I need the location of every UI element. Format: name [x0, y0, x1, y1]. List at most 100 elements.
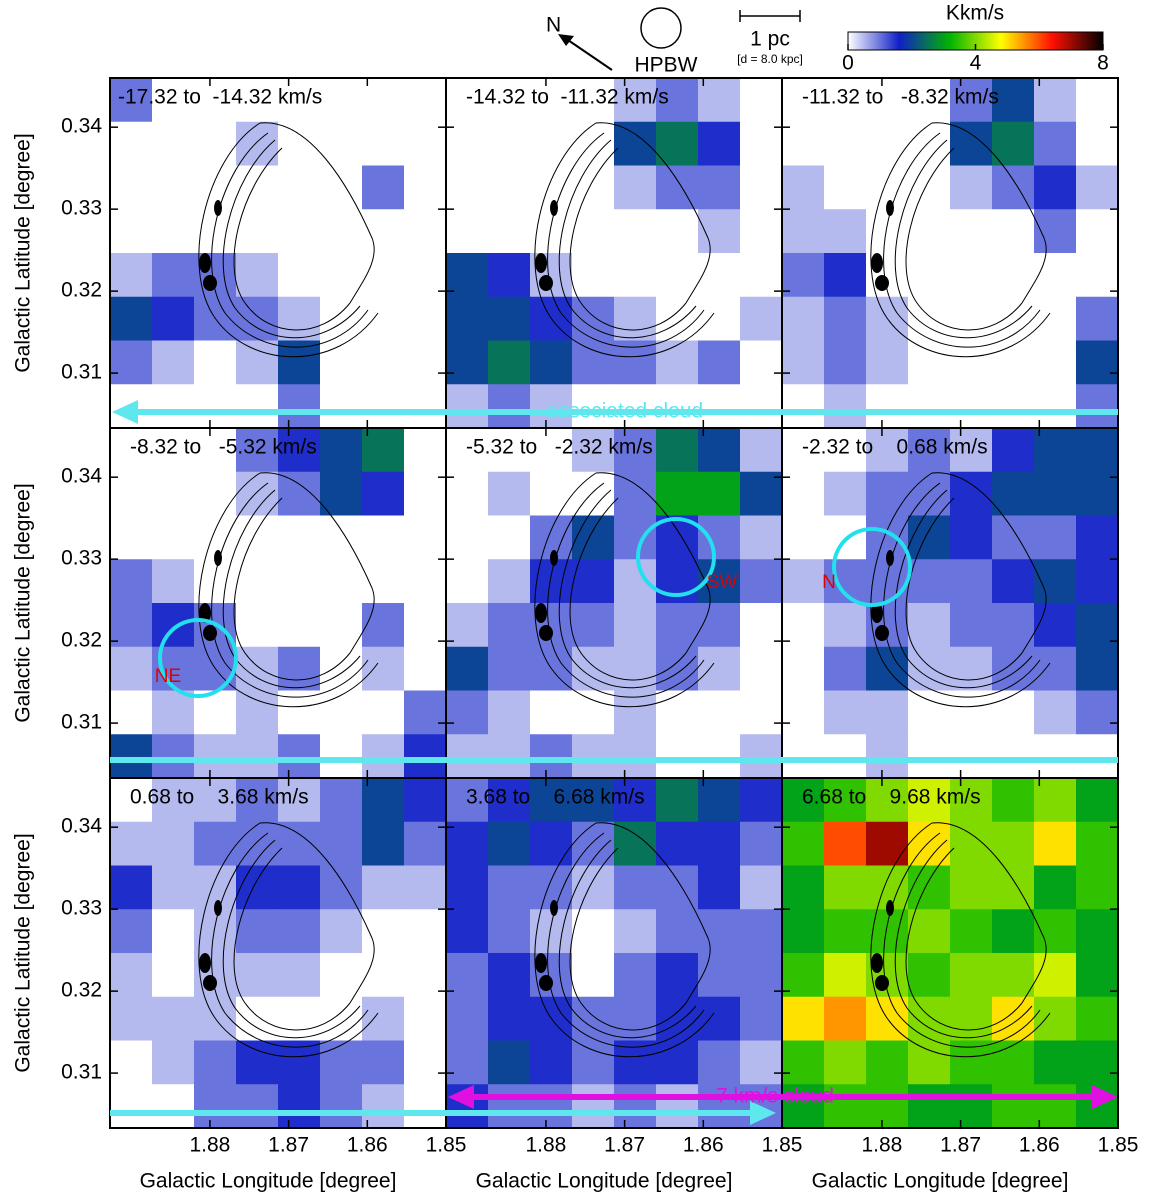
map-cell — [1076, 996, 1119, 1041]
map-cell — [656, 734, 699, 779]
map-cell — [908, 384, 951, 429]
map-cell — [320, 471, 363, 516]
map-cell — [656, 1084, 699, 1129]
map-cell — [824, 1084, 867, 1129]
map-cell — [740, 471, 783, 516]
map-cell — [362, 384, 405, 429]
map-cell — [404, 515, 447, 560]
map-cell — [446, 209, 489, 254]
map-cell — [782, 296, 825, 341]
map-cell — [1034, 953, 1077, 998]
map-cell — [824, 384, 867, 429]
map-cell — [908, 559, 951, 604]
y-tick-label: 0.34 — [61, 465, 102, 488]
map-cell — [362, 1084, 405, 1129]
map-cell — [404, 909, 447, 954]
map-cell — [782, 778, 825, 823]
y-axis-label: Galactic Latitude [degree] — [12, 133, 35, 372]
map-cell — [1076, 121, 1119, 166]
map-cell — [1034, 646, 1077, 691]
map-cell — [950, 1084, 993, 1129]
map-cell — [278, 778, 321, 823]
map-cell — [950, 253, 993, 298]
map-cell — [362, 121, 405, 166]
map-cell — [656, 296, 699, 341]
map-cell — [236, 1084, 279, 1129]
map-cell — [992, 78, 1035, 123]
map-cell — [740, 515, 783, 560]
map-cell — [278, 1040, 321, 1085]
map-cell — [782, 515, 825, 560]
map-cell — [614, 428, 657, 473]
map-cell — [866, 821, 909, 866]
map-cell — [740, 909, 783, 954]
map-cell — [1076, 603, 1119, 648]
map-cell — [614, 559, 657, 604]
map-cell — [236, 384, 279, 429]
map-cell — [698, 384, 741, 429]
map-cell — [446, 296, 489, 341]
map-cell — [1034, 778, 1077, 823]
map-cell — [1076, 734, 1119, 779]
map-cell — [236, 165, 279, 210]
map-cell — [992, 778, 1035, 823]
map-cell — [488, 515, 531, 560]
map-cell — [110, 909, 153, 954]
map-cell — [488, 690, 531, 735]
panel-title: -2.32 to 0.68 km/s — [802, 436, 988, 459]
map-cell — [614, 253, 657, 298]
map-cell — [110, 953, 153, 998]
map-cell — [824, 428, 867, 473]
map-cell — [614, 953, 657, 998]
map-cell — [1034, 209, 1077, 254]
map-cell — [530, 340, 573, 385]
map-cell — [530, 471, 573, 516]
map-cell — [152, 253, 195, 298]
map-cell — [152, 603, 195, 648]
map-cell — [740, 428, 783, 473]
map-cell — [278, 865, 321, 910]
map-cell — [404, 340, 447, 385]
map-cell — [656, 1040, 699, 1085]
map-cell — [152, 515, 195, 560]
map-cell — [1034, 1084, 1077, 1129]
region-circle — [832, 527, 912, 607]
map-cell — [362, 953, 405, 998]
map-cell — [656, 165, 699, 210]
map-cell — [572, 515, 615, 560]
map-cell — [614, 209, 657, 254]
map-cell — [992, 646, 1035, 691]
map-cell — [698, 1040, 741, 1085]
map-cell — [152, 428, 195, 473]
map-cell — [572, 165, 615, 210]
north-arrow — [564, 37, 613, 71]
map-cell — [278, 953, 321, 998]
map-cell — [1034, 428, 1077, 473]
x-axis-label: Galactic Longitude [degree] — [812, 1170, 1069, 1193]
map-cell — [782, 821, 825, 866]
map-cell — [908, 515, 951, 560]
map-cell — [530, 690, 573, 735]
map-cell — [824, 165, 867, 210]
map-cell — [446, 778, 489, 823]
map-cell — [110, 603, 153, 648]
map-cell — [488, 471, 531, 516]
map-cell — [698, 603, 741, 648]
map-cell — [698, 471, 741, 516]
map-cell — [152, 778, 195, 823]
map-cell — [782, 909, 825, 954]
region-circle — [158, 618, 238, 698]
map-cell — [908, 78, 951, 123]
y-tick-label: 0.32 — [61, 279, 102, 302]
map-cell — [404, 384, 447, 429]
map-cell — [110, 559, 153, 604]
map-cell — [320, 428, 363, 473]
map-cell — [614, 603, 657, 648]
map-cell — [278, 909, 321, 954]
x-tick-label: 1.85 — [1098, 1134, 1139, 1157]
map-cell — [362, 559, 405, 604]
map-cell — [110, 515, 153, 560]
map-cell — [866, 1040, 909, 1085]
map-cell — [236, 428, 279, 473]
map-cell — [278, 471, 321, 516]
